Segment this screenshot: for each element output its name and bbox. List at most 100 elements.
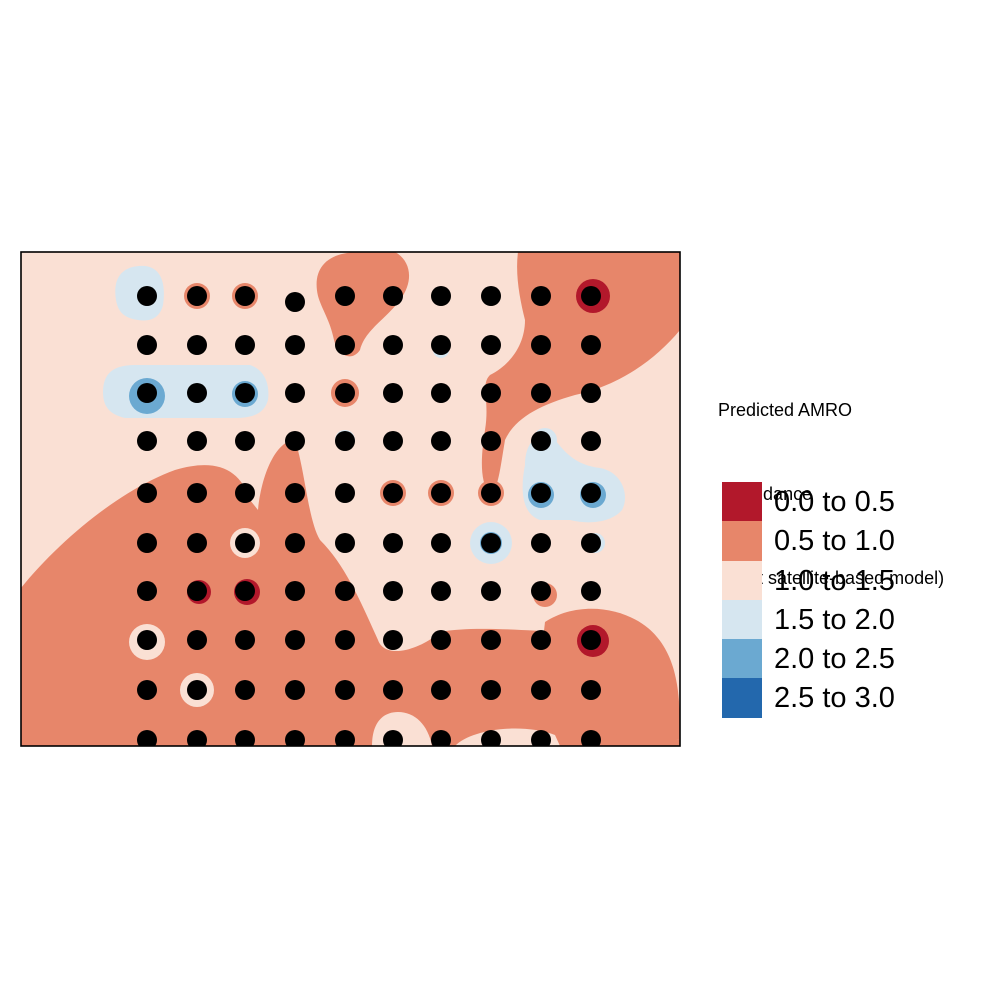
sampling-point [285, 335, 305, 355]
sampling-point [235, 680, 255, 700]
sampling-point [187, 533, 207, 553]
legend-swatch [722, 678, 762, 718]
sampling-point [581, 533, 601, 553]
sampling-point [335, 483, 355, 503]
legend-label: 1.0 to 1.5 [774, 564, 895, 597]
sampling-point [383, 533, 403, 553]
sampling-point [187, 286, 207, 306]
sampling-point [531, 383, 551, 403]
legend-label: 2.5 to 3.0 [774, 682, 895, 715]
sampling-point [187, 680, 207, 700]
sampling-point [581, 286, 601, 306]
sampling-point [481, 680, 501, 700]
sampling-point [187, 431, 207, 451]
sampling-point [137, 680, 157, 700]
sampling-point [335, 630, 355, 650]
sampling-point [531, 581, 551, 601]
sampling-point [383, 581, 403, 601]
sampling-point [431, 630, 451, 650]
sampling-point [137, 581, 157, 601]
sampling-point [187, 383, 207, 403]
sampling-point [383, 483, 403, 503]
sampling-point [383, 335, 403, 355]
sampling-point [335, 533, 355, 553]
sampling-point [481, 630, 501, 650]
sampling-point [481, 431, 501, 451]
sampling-point [137, 483, 157, 503]
sampling-point [431, 483, 451, 503]
sampling-point [335, 431, 355, 451]
sampling-point [481, 286, 501, 306]
sampling-point [137, 383, 157, 403]
sampling-point [481, 483, 501, 503]
sampling-point [531, 533, 551, 553]
sampling-point [581, 483, 601, 503]
sampling-point [581, 680, 601, 700]
sampling-point [285, 581, 305, 601]
sampling-point [531, 630, 551, 650]
sampling-point [137, 335, 157, 355]
legend-label: 2.0 to 2.5 [774, 643, 895, 676]
sampling-point [235, 483, 255, 503]
sampling-point [581, 335, 601, 355]
sampling-point [581, 730, 601, 746]
sampling-point [481, 533, 501, 553]
sampling-point [431, 533, 451, 553]
sampling-point [581, 630, 601, 650]
sampling-point [531, 335, 551, 355]
sampling-point [235, 630, 255, 650]
sampling-point [235, 533, 255, 553]
legend-label: 1.5 to 2.0 [774, 603, 895, 636]
legend-swatch [722, 599, 762, 640]
sampling-point [431, 680, 451, 700]
sampling-point [431, 383, 451, 403]
sampling-point [137, 286, 157, 306]
sampling-point [335, 730, 355, 746]
sampling-point [235, 730, 255, 746]
sampling-point [137, 533, 157, 553]
sampling-point [285, 680, 305, 700]
sampling-point [431, 286, 451, 306]
sampling-point [187, 335, 207, 355]
sampling-point [235, 431, 255, 451]
sampling-point [481, 730, 501, 746]
sampling-point [383, 680, 403, 700]
sampling-point [581, 431, 601, 451]
sampling-point [187, 630, 207, 650]
sampling-point [187, 483, 207, 503]
sampling-point [531, 483, 551, 503]
sampling-point [235, 581, 255, 601]
sampling-point [285, 533, 305, 553]
sampling-point [235, 286, 255, 306]
sampling-point [335, 286, 355, 306]
sampling-point [137, 431, 157, 451]
sampling-point [335, 383, 355, 403]
sampling-point [285, 292, 305, 312]
sampling-point [335, 581, 355, 601]
sampling-point [383, 630, 403, 650]
sampling-point [235, 335, 255, 355]
sampling-point [383, 383, 403, 403]
sampling-point [531, 730, 551, 746]
sampling-point [383, 286, 403, 306]
sampling-point [531, 286, 551, 306]
legend-swatch [722, 560, 762, 600]
sampling-point [137, 730, 157, 746]
sampling-point [581, 383, 601, 403]
sampling-point [187, 730, 207, 746]
sampling-point [481, 335, 501, 355]
sampling-point [285, 630, 305, 650]
legend-title-line-1: Predicted AMRO [718, 400, 853, 420]
sampling-point [137, 630, 157, 650]
sampling-point [431, 581, 451, 601]
sampling-point [581, 581, 601, 601]
sampling-point [431, 730, 451, 746]
sampling-point [285, 483, 305, 503]
sampling-point [235, 383, 255, 403]
sampling-point [481, 581, 501, 601]
sampling-point [285, 730, 305, 746]
sampling-point [335, 335, 355, 355]
sampling-points [137, 286, 601, 746]
sampling-point [481, 383, 501, 403]
sampling-point [383, 730, 403, 746]
